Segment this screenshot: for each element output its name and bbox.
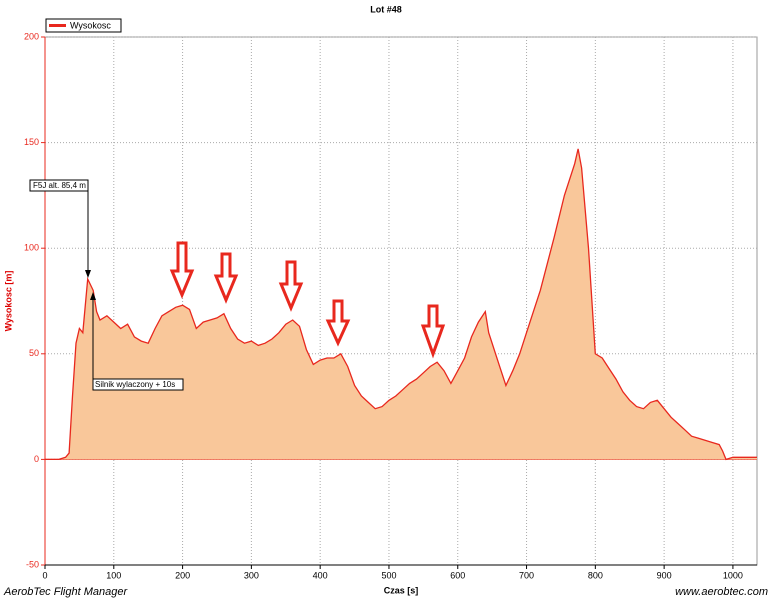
arrow bbox=[420, 304, 446, 359]
arrow bbox=[169, 241, 195, 299]
legend: Wysokosc bbox=[45, 18, 122, 33]
annotation-arrowhead bbox=[85, 270, 91, 278]
y-tick-label: 150 bbox=[24, 137, 39, 147]
x-tick-label: 0 bbox=[42, 570, 47, 580]
x-tick-label: 700 bbox=[519, 570, 534, 580]
x-tick-label: 300 bbox=[244, 570, 259, 580]
footer-right: www.aerobtec.com bbox=[675, 586, 768, 598]
x-tick-label: 200 bbox=[175, 570, 190, 580]
area bbox=[45, 148, 757, 460]
x-tick-label: 400 bbox=[313, 570, 328, 580]
x-tick-label: 600 bbox=[450, 570, 465, 580]
line bbox=[45, 148, 757, 461]
x-tick-label: 800 bbox=[588, 570, 603, 580]
arrow bbox=[213, 252, 239, 304]
annotation-text: F5J alt. 85,4 m bbox=[33, 181, 86, 190]
plot-frame bbox=[44, 36, 758, 566]
annotation-text: Silnik wylaczony + 10s bbox=[95, 380, 175, 389]
red-arrows bbox=[169, 241, 446, 359]
y-tick-label: 200 bbox=[24, 31, 39, 41]
annotation-box bbox=[92, 378, 184, 391]
x-tick-label: 1000 bbox=[723, 570, 743, 580]
annotation-box bbox=[29, 179, 89, 192]
legend-box bbox=[45, 18, 122, 33]
y-tick-label: 50 bbox=[29, 348, 39, 358]
chart-title: Lot #48 bbox=[370, 4, 402, 14]
footer-left: AerobTec Flight Manager bbox=[3, 586, 128, 598]
annotation-1: F5J alt. 85,4 m bbox=[29, 179, 91, 278]
x-axis-label: Czas [s] bbox=[384, 585, 419, 595]
annotation-arrowhead bbox=[90, 292, 96, 300]
y-tick-label: 100 bbox=[24, 243, 39, 253]
y-tick-label: -50 bbox=[26, 559, 39, 569]
legend-label: Wysokosc bbox=[70, 20, 111, 30]
x-tick-label: 500 bbox=[381, 570, 396, 580]
arrow bbox=[278, 260, 304, 312]
x-tick-label: 100 bbox=[106, 570, 121, 580]
arrow bbox=[325, 299, 351, 347]
y-axis-label: Wysokosc [m] bbox=[3, 271, 13, 332]
annotation-2: Silnik wylaczony + 10s bbox=[90, 292, 184, 391]
y-tick-label: 0 bbox=[34, 454, 39, 464]
x-tick-label: 900 bbox=[657, 570, 672, 580]
